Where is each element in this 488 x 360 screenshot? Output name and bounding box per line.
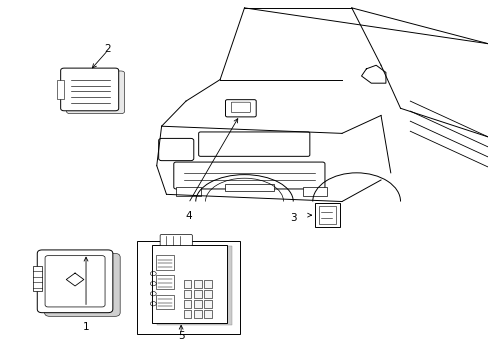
- FancyBboxPatch shape: [173, 162, 325, 189]
- Bar: [156, 255, 174, 270]
- Text: 3: 3: [289, 213, 296, 222]
- Bar: [203, 310, 211, 318]
- Bar: [33, 266, 42, 291]
- Bar: [203, 290, 211, 298]
- FancyBboxPatch shape: [45, 256, 105, 307]
- Bar: [156, 295, 174, 309]
- Text: 2: 2: [104, 44, 111, 54]
- Bar: [224, 184, 273, 191]
- Bar: [203, 300, 211, 308]
- Bar: [319, 206, 335, 224]
- FancyBboxPatch shape: [66, 71, 124, 114]
- Bar: [57, 80, 64, 99]
- FancyBboxPatch shape: [158, 138, 193, 161]
- Bar: [152, 244, 227, 323]
- Bar: [183, 280, 191, 288]
- Text: 4: 4: [185, 211, 191, 221]
- Bar: [203, 280, 211, 288]
- Bar: [315, 203, 339, 226]
- Bar: [193, 280, 201, 288]
- FancyBboxPatch shape: [160, 234, 192, 246]
- FancyBboxPatch shape: [225, 100, 256, 117]
- Bar: [183, 300, 191, 308]
- FancyBboxPatch shape: [231, 102, 250, 113]
- Bar: [183, 290, 191, 298]
- FancyBboxPatch shape: [37, 250, 113, 313]
- Text: 5: 5: [178, 331, 184, 341]
- Bar: [157, 246, 232, 325]
- Bar: [156, 275, 174, 289]
- Bar: [303, 187, 327, 196]
- Bar: [183, 310, 191, 318]
- FancyBboxPatch shape: [61, 68, 119, 111]
- Bar: [176, 187, 200, 196]
- Bar: [137, 241, 239, 334]
- Bar: [193, 300, 201, 308]
- FancyBboxPatch shape: [44, 253, 120, 316]
- Text: 1: 1: [82, 322, 89, 332]
- Bar: [193, 310, 201, 318]
- FancyBboxPatch shape: [198, 132, 309, 156]
- Bar: [193, 290, 201, 298]
